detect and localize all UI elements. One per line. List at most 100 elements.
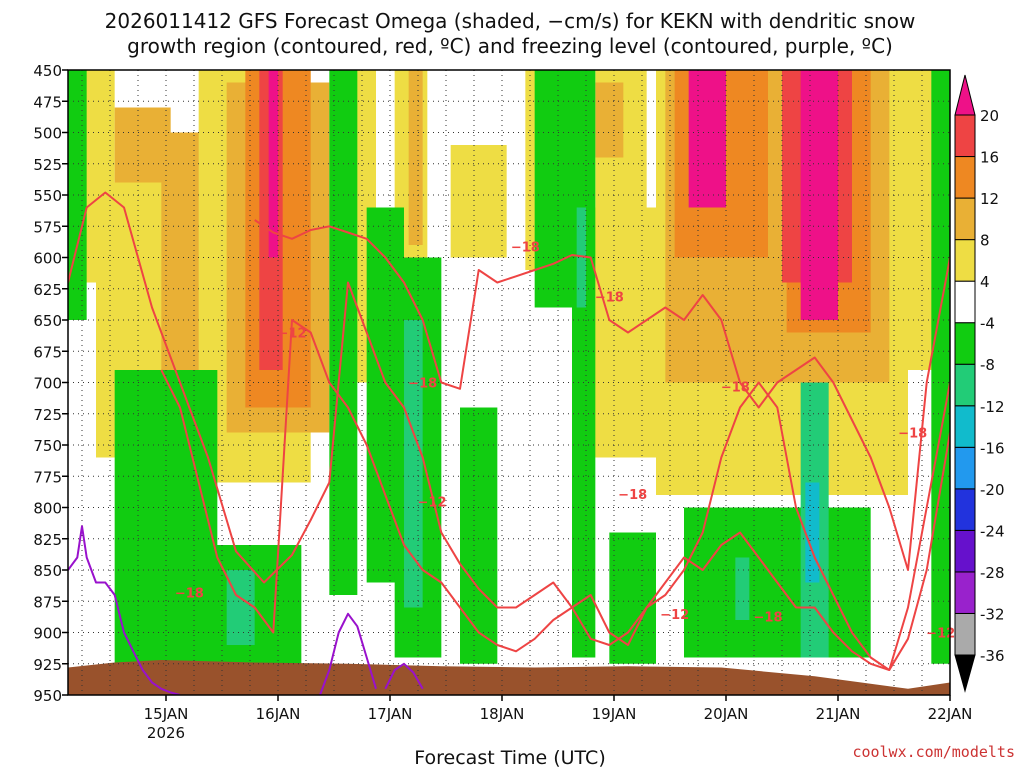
y-tick-label-625: 625 [33,281,62,299]
colorbar-segment-0 [954,612,976,656]
x-tick-label-15JAN: 15JAN [144,705,189,723]
colorbar-tick-label-4: 4 [980,273,990,291]
contour-label-2: −18 [408,377,437,392]
omega-region-42 [805,482,820,583]
contour-label-0: −18 [175,587,204,602]
contour-freezing-3 [68,525,181,695]
colorbar-segment-6 [954,363,976,407]
y-tick-label-550: 550 [33,187,62,205]
omega-region-38 [609,532,656,664]
contour-label-1: −12 [278,327,307,342]
x-tick-label-22JAN: 22JAN [928,705,973,723]
contour-label-10: −18 [898,427,927,442]
colorbar-tick-label-12: -32 [980,605,1005,623]
y-tick-label-475: 475 [33,93,62,111]
colorbar-tick-label-11: -28 [980,564,1005,582]
omega-region-29 [226,570,255,645]
colorbar-tick-label-1: 16 [980,149,999,167]
colorbar-tick-label-10: -24 [980,522,1005,540]
y-tick-label-750: 750 [33,437,62,455]
contour-label-7: −18 [721,380,750,395]
y-axis: 450 475 500 525 550 575 600 625 650 675 700 725 750 7… [33,62,68,705]
colorbar-segment-11 [954,156,976,199]
contour-label-3: −12 [418,495,447,510]
contour-freezing-5 [384,662,424,690]
y-tick-label-950: 950 [33,687,62,705]
y-tick-label-825: 825 [33,531,62,549]
y-tick-label-700: 700 [33,375,62,393]
x-tick-label-20JAN: 20JAN [704,705,749,723]
y-tick-label-850: 850 [33,562,62,580]
omega-region-17 [595,82,624,158]
colorbar-tick-label-2: 12 [980,190,999,208]
colorbar-under-triangle [954,654,976,693]
omega-region-34 [460,407,498,664]
terrain-ground [68,660,950,695]
y-tick-label-800: 800 [33,500,62,518]
omega-region-27 [114,370,218,664]
omega-region-25 [898,70,936,370]
colorbar-tick-label-9: -20 [980,481,1005,499]
omega-region-43 [931,70,950,664]
omega-region-37 [576,207,586,308]
temperature-contours [68,191,950,695]
chart-title-line-2: growth region (contoured, red, ºC) and f… [127,34,893,58]
omega-region-13 [450,145,507,258]
plot-area: −18 −12 −18 −12 −18 −18 −18 −18 −12 −18 −18 −12 [67,69,955,696]
contour-dgz_lower_bottom-2 [160,319,950,671]
colorbar-segment-3 [954,488,976,531]
y-tick-label-450: 450 [33,62,62,80]
colorbar-tick-label-13: -36 [980,647,1005,665]
omega-region-23 [688,70,726,208]
chart-title-line-1: 2026011412 GFS Forecast Omega (shaded, −… [105,9,916,33]
colorbar-segment-4 [954,446,976,490]
colorbar-tick-label-3: 8 [980,232,990,250]
colorbar-tick-label-5: -4 [980,315,995,333]
y-tick-label-725: 725 [33,406,62,424]
x-tick-label-18JAN: 18JAN [480,705,525,723]
contour-label-4: −18 [511,240,540,255]
colorbar-tick-label-0: 20 [980,107,999,125]
colorbar-segment-8 [954,280,976,324]
omega-region-26 [68,70,87,320]
y-tick-label-525: 525 [33,156,62,174]
omega-region-36 [572,70,596,658]
colorbar-segment-9 [954,239,976,282]
contour-label-9: −18 [754,610,783,625]
contour-label-11: −12 [926,627,955,642]
colorbar-segment-10 [954,197,976,241]
y-tick-label-875: 875 [33,593,62,611]
y-tick-label-575: 575 [33,218,62,236]
colorbar-segment-2 [954,529,976,573]
contour-freezing-4 [319,612,377,695]
credit-label: coolwx.com/modelts [852,743,1015,761]
y-tick-label-900: 900 [33,625,62,643]
contour-labels: −18 −12 −18 −12 −18 −18 −18 −18 −12 −18 −18 −12 [175,240,955,641]
omega-region-12 [408,70,423,245]
colorbar-legend: 20 16 12 8 4 -4 -8 -12 -16 -20 -24 -28 -32 -36 [954,74,1005,693]
x-tick-label-17JAN: 17JAN [368,705,413,723]
omega-region-40 [735,557,750,620]
omega-region-33 [404,320,423,608]
x-tick-label-19JAN: 19JAN [592,705,637,723]
contour-label-5: −18 [595,290,624,305]
colorbar-tick-label-7: -12 [980,398,1005,416]
contour-label-8: −12 [660,608,689,623]
colorbar-segment-1 [954,571,976,614]
colorbar-tick-label-6: -8 [980,356,995,374]
contour-label-6: −18 [618,488,647,503]
contour-dgz_lower_top-1 [254,219,950,571]
y-tick-label-500: 500 [33,125,62,143]
y-tick-label-600: 600 [33,250,62,268]
colorbar-over-triangle [954,74,976,116]
terrain-layer [68,660,950,695]
colorbar-segment-7 [954,322,976,365]
x-axis-label: Forecast Time (UTC) [414,747,605,768]
colorbar-segment-12 [954,114,976,158]
x-tick-label-16JAN: 16JAN [256,705,301,723]
omega-region-24 [800,70,838,320]
y-tick-label-775: 775 [33,468,62,486]
colorbar-segment-5 [954,405,976,448]
